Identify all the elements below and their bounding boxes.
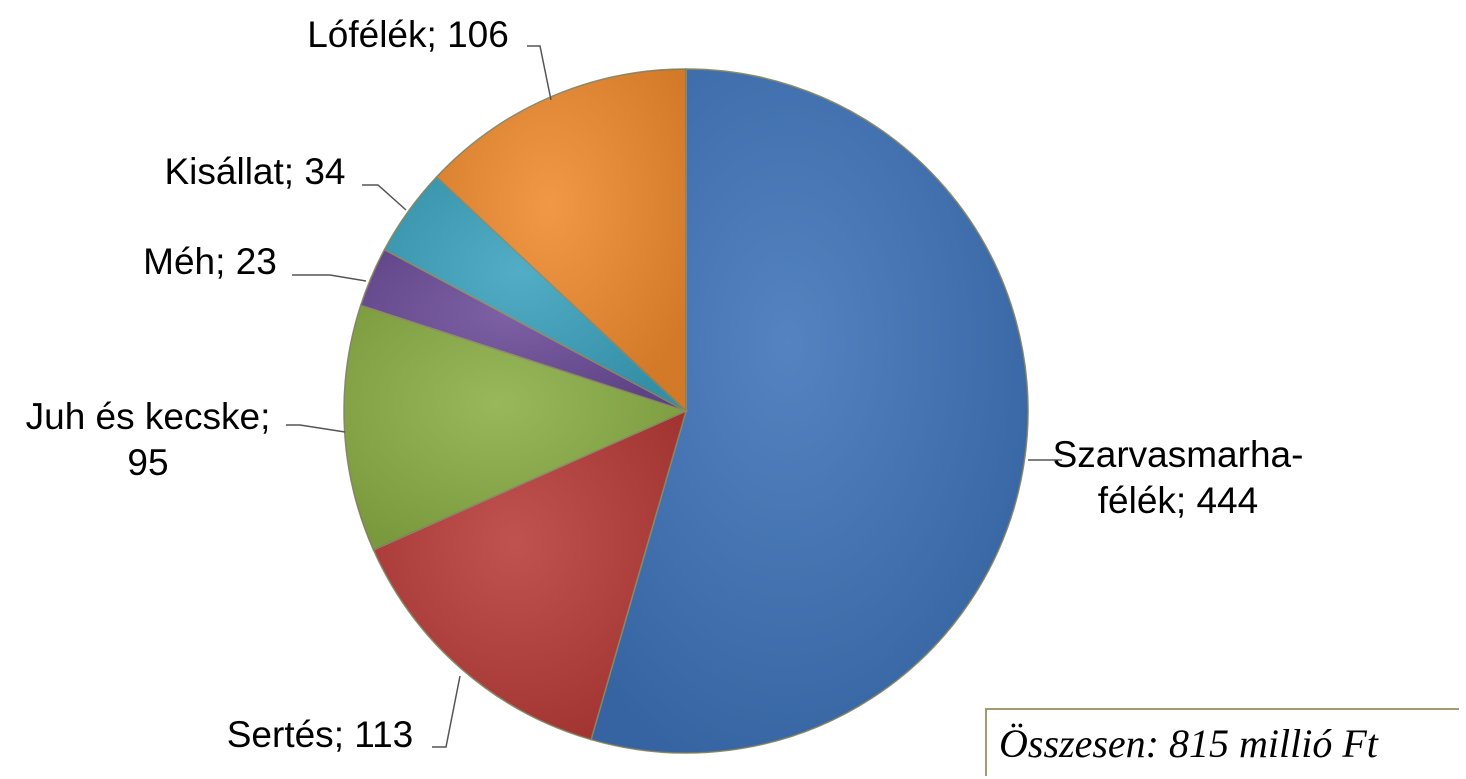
data-label: Sertés; 113 <box>227 712 414 758</box>
label-category: Sertés <box>226 714 334 755</box>
data-label: Juh és kecske; 95 <box>3 394 293 486</box>
leader-line <box>292 274 367 282</box>
leader-line <box>286 424 346 433</box>
data-label: Lófélék; 106 <box>307 12 509 58</box>
label-separator: ; <box>215 241 236 282</box>
label-category: Szarvasmarha-félék <box>1052 434 1304 521</box>
label-value: 113 <box>354 714 414 755</box>
label-separator: ; <box>1175 480 1197 521</box>
label-value: 23 <box>235 241 277 282</box>
data-label: Méh; 23 <box>143 239 277 285</box>
label-category: Juh és kecske <box>25 396 261 437</box>
leader-line <box>362 184 407 211</box>
leader-line <box>432 675 461 748</box>
label-value: 106 <box>447 14 509 55</box>
label-separator: ; <box>333 714 355 755</box>
label-category: Méh <box>143 241 216 282</box>
label-category: Lófélék <box>307 14 427 55</box>
label-separator: ; <box>260 396 271 437</box>
label-value: 444 <box>1196 480 1259 521</box>
label-separator: ; <box>283 151 305 192</box>
label-separator: ; <box>426 14 448 55</box>
label-value: 95 <box>127 442 169 483</box>
data-label: Kisállat; 34 <box>165 149 346 195</box>
data-label: Szarvasmarha-félék; 444 <box>1028 432 1328 524</box>
label-value: 34 <box>304 151 346 192</box>
leader-line <box>527 45 552 101</box>
label-category: Kisállat <box>164 151 284 192</box>
total-annotation: Összesen: 815 millió Ft <box>985 708 1459 776</box>
